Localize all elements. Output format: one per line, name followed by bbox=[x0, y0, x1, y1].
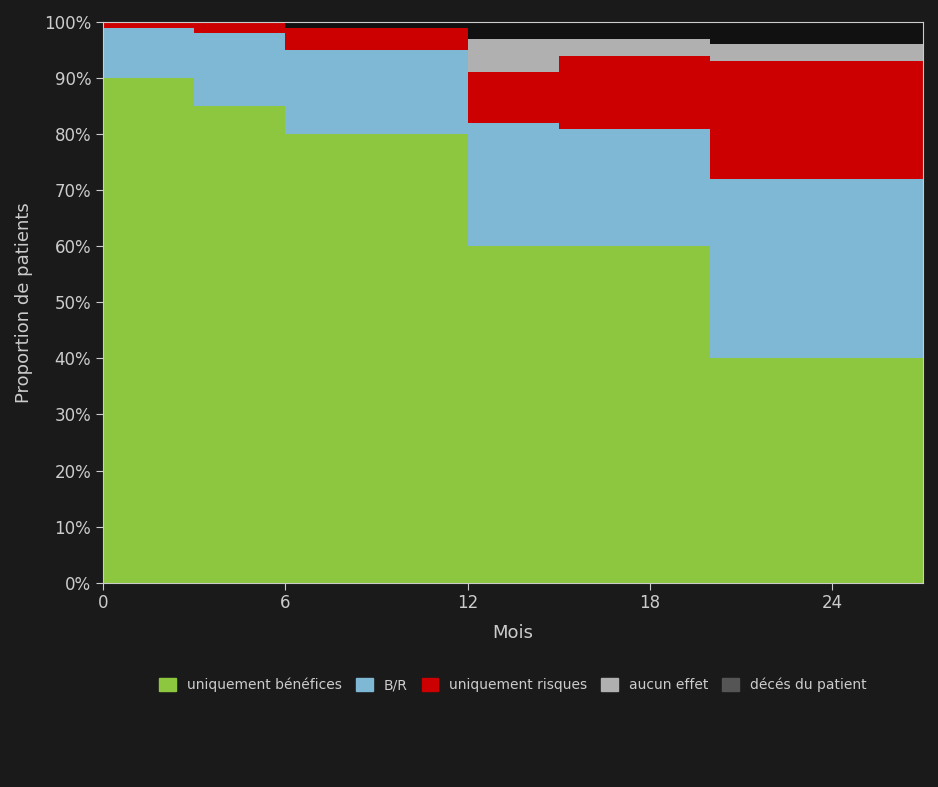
X-axis label: Mois: Mois bbox=[492, 623, 534, 641]
Y-axis label: Proportion de patients: Proportion de patients bbox=[15, 202, 33, 403]
Legend: uniquement bénéfices, B/R, uniquement risques, aucun effet, décés du patient: uniquement bénéfices, B/R, uniquement ri… bbox=[153, 671, 873, 699]
